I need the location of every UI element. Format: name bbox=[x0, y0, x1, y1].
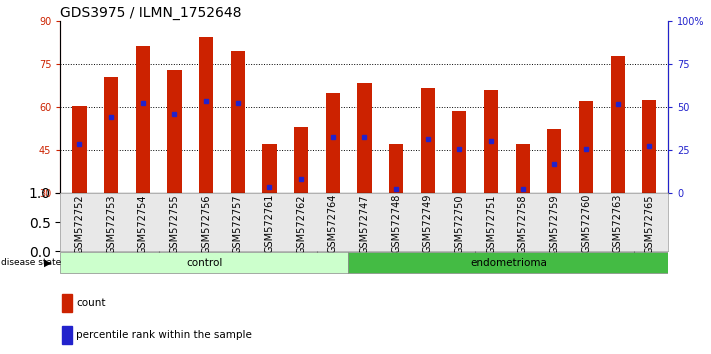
Bar bbox=[63, 326, 73, 344]
Bar bbox=[199, 37, 213, 193]
Bar bbox=[294, 127, 308, 193]
Bar bbox=[421, 88, 435, 193]
Text: GSM572754: GSM572754 bbox=[138, 194, 148, 253]
Text: GSM572750: GSM572750 bbox=[454, 194, 464, 253]
Text: GSM572759: GSM572759 bbox=[550, 194, 560, 253]
Text: GSM572761: GSM572761 bbox=[264, 194, 274, 253]
Bar bbox=[515, 144, 530, 193]
Text: percentile rank within the sample: percentile rank within the sample bbox=[77, 330, 252, 340]
Text: GSM572747: GSM572747 bbox=[359, 194, 370, 253]
Text: GSM572752: GSM572752 bbox=[75, 194, 85, 254]
Text: endometrioma: endometrioma bbox=[470, 258, 547, 268]
FancyBboxPatch shape bbox=[348, 252, 668, 273]
Text: GDS3975 / ILMN_1752648: GDS3975 / ILMN_1752648 bbox=[60, 6, 242, 20]
Bar bbox=[357, 83, 372, 193]
Text: GSM572765: GSM572765 bbox=[644, 194, 654, 253]
Text: GSM572749: GSM572749 bbox=[423, 194, 433, 253]
Bar bbox=[579, 101, 593, 193]
Text: GSM572751: GSM572751 bbox=[486, 194, 496, 253]
Bar bbox=[642, 100, 656, 193]
Bar bbox=[167, 70, 181, 193]
Bar bbox=[136, 46, 150, 193]
Bar bbox=[104, 77, 118, 193]
Bar bbox=[389, 144, 403, 193]
FancyBboxPatch shape bbox=[60, 252, 348, 273]
Text: disease state: disease state bbox=[1, 258, 61, 267]
Bar bbox=[547, 129, 562, 193]
Text: count: count bbox=[77, 298, 106, 308]
Bar bbox=[262, 144, 277, 193]
Text: GSM572764: GSM572764 bbox=[328, 194, 338, 253]
Text: GSM572758: GSM572758 bbox=[518, 194, 528, 253]
Text: GSM572763: GSM572763 bbox=[613, 194, 623, 253]
Bar bbox=[452, 112, 466, 193]
Text: GSM572757: GSM572757 bbox=[232, 194, 242, 254]
Bar bbox=[326, 93, 340, 193]
Text: GSM572753: GSM572753 bbox=[106, 194, 116, 253]
Text: ▶: ▶ bbox=[43, 258, 51, 268]
Bar bbox=[611, 56, 625, 193]
Bar bbox=[73, 105, 87, 193]
Text: control: control bbox=[186, 258, 223, 268]
Bar bbox=[63, 295, 73, 312]
Bar bbox=[484, 90, 498, 193]
Bar bbox=[230, 51, 245, 193]
Text: GSM572756: GSM572756 bbox=[201, 194, 211, 253]
Text: GSM572760: GSM572760 bbox=[581, 194, 591, 253]
Text: GSM572755: GSM572755 bbox=[169, 194, 179, 254]
Text: GSM572762: GSM572762 bbox=[296, 194, 306, 253]
Text: GSM572748: GSM572748 bbox=[391, 194, 401, 253]
